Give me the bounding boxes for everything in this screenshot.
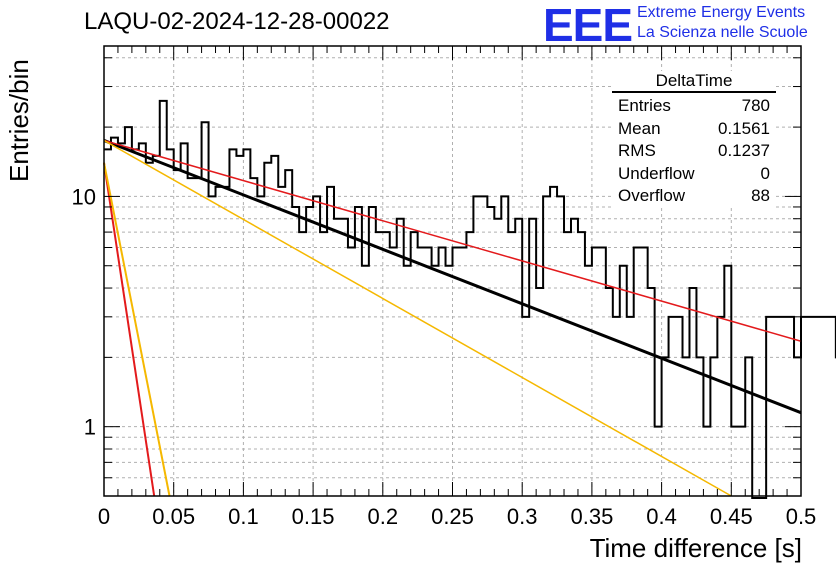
stats-value: 0.1561	[718, 118, 770, 141]
x-tick-label: 0	[98, 504, 110, 529]
x-tick-label: 0.2	[368, 504, 399, 529]
stats-box: DeltaTime Entries 780 Mean 0.1561 RMS 0.…	[612, 71, 776, 208]
x-tick-label: 0.15	[292, 504, 335, 529]
stats-label: Underflow	[618, 163, 695, 186]
stats-value: 88	[751, 185, 770, 208]
y-tick-label: 1	[84, 415, 96, 440]
stats-value: 0.1237	[718, 140, 770, 163]
fit-curve	[104, 163, 170, 496]
stats-label: RMS	[618, 140, 656, 163]
x-tick-label: 0.3	[507, 504, 538, 529]
x-axis-label: Time difference [s]	[590, 533, 802, 564]
stats-label: Overflow	[618, 185, 685, 208]
logo-line-1: Extreme Energy Events	[637, 4, 805, 22]
x-tick-label: 0.5	[786, 504, 817, 529]
stats-row: RMS 0.1237	[612, 140, 776, 163]
fit-curve	[104, 163, 154, 496]
x-tick-label: 0.45	[710, 504, 753, 529]
eee-logo: EEE	[543, 0, 632, 52]
stats-label: Entries	[618, 95, 671, 118]
y-axis-label: Entries/bin	[4, 59, 35, 182]
x-tick-label: 0.05	[152, 504, 195, 529]
x-tick-label: 0.35	[570, 504, 613, 529]
stats-value: 780	[742, 95, 770, 118]
stats-row: Mean 0.1561	[612, 118, 776, 141]
stats-value: 0	[761, 163, 770, 186]
stats-label: Mean	[618, 118, 661, 141]
stats-row: Overflow 88	[612, 185, 776, 208]
y-tick-label: 10	[72, 184, 96, 209]
x-tick-label: 0.25	[431, 504, 474, 529]
chart-title: LAQU-02-2024-12-28-00022	[84, 8, 390, 36]
stats-title: DeltaTime	[612, 71, 776, 93]
stats-row: Underflow 0	[612, 163, 776, 186]
x-tick-label: 0.1	[228, 504, 259, 529]
stats-row: Entries 780	[612, 95, 776, 118]
x-tick-label: 0.4	[646, 504, 677, 529]
logo-line-2: La Scienza nelle Scuole	[637, 24, 808, 42]
